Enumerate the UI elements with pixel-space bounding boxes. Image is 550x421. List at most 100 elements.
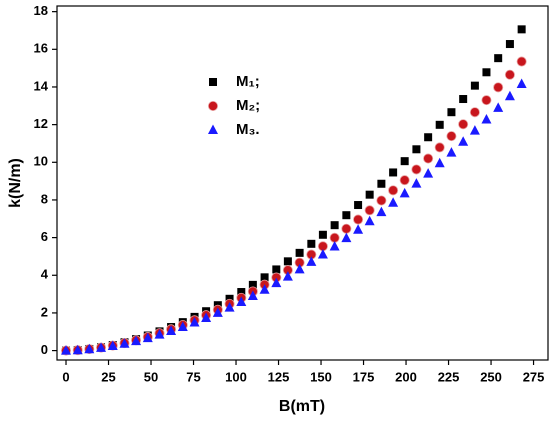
y-tick-label: 10 — [34, 154, 48, 169]
legend-text: M₃. — [236, 121, 260, 138]
data-point — [424, 133, 433, 142]
data-point — [131, 335, 142, 346]
x-tick-label: 225 — [438, 369, 460, 384]
data-point — [482, 68, 491, 77]
data-point — [177, 321, 188, 332]
data-point — [447, 108, 456, 117]
data-point — [434, 157, 445, 168]
data-point — [446, 147, 457, 157]
data-point — [434, 142, 445, 153]
data-point — [330, 221, 339, 230]
data-point — [247, 290, 258, 300]
data-point — [201, 312, 212, 323]
data-point — [365, 190, 374, 199]
data-point — [119, 338, 130, 348]
data-point — [493, 102, 504, 112]
data-point — [107, 340, 118, 350]
data-point — [341, 223, 352, 234]
data-point — [96, 342, 107, 352]
data-point — [377, 179, 386, 188]
data-point — [237, 288, 246, 297]
data-point — [354, 201, 363, 210]
data-point — [272, 265, 281, 274]
x-tick-label: 200 — [395, 369, 417, 384]
data-point — [341, 232, 352, 243]
y-tick-label: 0 — [41, 342, 48, 357]
data-point — [353, 214, 364, 225]
x-tick-label: 150 — [310, 369, 332, 384]
data-point — [388, 185, 399, 196]
x-tick-label: 50 — [144, 369, 158, 384]
data-point — [236, 296, 247, 307]
data-point — [376, 195, 387, 206]
data-point — [411, 178, 422, 188]
data-point — [294, 263, 305, 274]
data-point — [259, 284, 270, 294]
data-point — [504, 69, 515, 80]
y-axis-label: k(N/m) — [7, 158, 24, 208]
x-tick-label: 75 — [186, 369, 200, 384]
data-point — [225, 294, 234, 303]
data-point — [423, 168, 434, 178]
data-point — [481, 114, 492, 124]
y-tick-label: 12 — [34, 116, 48, 131]
data-point — [283, 257, 292, 266]
data-point — [353, 224, 364, 234]
data-point — [364, 215, 375, 226]
legend-text: M₁; — [236, 73, 260, 90]
data-point — [342, 211, 351, 220]
data-point — [364, 205, 375, 216]
data-point — [504, 90, 515, 101]
x-tick-label: 250 — [480, 369, 502, 384]
x-tick-label: 25 — [101, 369, 115, 384]
data-point — [329, 240, 340, 251]
data-point — [446, 131, 457, 142]
data-point — [317, 249, 328, 259]
plot-frame — [56, 5, 549, 361]
data-point — [412, 145, 421, 154]
y-tick-label: 8 — [41, 191, 48, 206]
data-point — [189, 317, 200, 327]
data-point — [376, 206, 387, 217]
y-tick-label: 18 — [34, 3, 48, 18]
data-point — [389, 168, 398, 177]
data-point — [224, 302, 235, 312]
data-point — [248, 280, 257, 289]
data-point — [154, 329, 165, 339]
data-point — [470, 81, 479, 90]
y-tick-label: 4 — [41, 267, 49, 282]
data-point — [295, 248, 304, 257]
data-point — [458, 119, 469, 130]
data-point — [469, 107, 480, 118]
x-tick-label: 275 — [523, 369, 545, 384]
data-point — [388, 197, 399, 207]
data-point — [260, 273, 269, 282]
data-point — [400, 157, 409, 166]
y-tick-label: 16 — [34, 41, 48, 56]
data-point — [517, 25, 526, 34]
data-point — [516, 56, 527, 67]
data-point — [505, 40, 514, 49]
data-point — [411, 164, 422, 175]
x-tick-label: 100 — [225, 369, 247, 384]
data-point — [282, 271, 293, 281]
data-point — [166, 325, 177, 336]
data-point — [84, 343, 95, 354]
data-point — [271, 277, 282, 288]
data-point — [423, 153, 434, 164]
y-tick-label: 14 — [34, 78, 49, 93]
data-point — [459, 95, 468, 104]
data-point — [458, 136, 469, 146]
legend-marker — [209, 78, 217, 86]
data-point — [318, 230, 327, 239]
data-point — [142, 332, 153, 343]
legend-marker — [208, 124, 218, 134]
data-point — [435, 120, 444, 129]
data-point — [61, 345, 72, 355]
y-tick-label: 2 — [41, 304, 48, 319]
data-point — [469, 125, 480, 135]
x-tick-label: 0 — [62, 369, 69, 384]
legend-marker — [207, 101, 218, 112]
legend-text: M₂; — [236, 97, 260, 114]
